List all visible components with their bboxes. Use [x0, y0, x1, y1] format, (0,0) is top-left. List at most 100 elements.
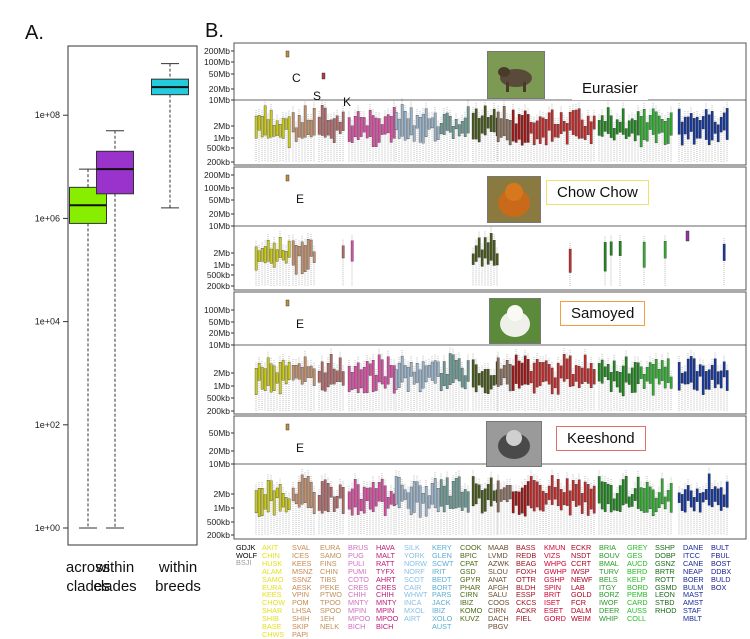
breed-box	[350, 488, 354, 516]
breed-box	[409, 362, 413, 377]
legend-breed-code: COOS	[488, 598, 510, 608]
breed-box	[568, 490, 572, 516]
legend-breed-code: BOUV	[599, 550, 620, 560]
breed-box	[559, 112, 563, 134]
breed-box	[710, 364, 714, 380]
breed-box	[284, 497, 288, 513]
breed-box	[499, 368, 503, 386]
breed-box	[320, 361, 324, 391]
breed-box	[477, 237, 481, 258]
legend-breed-code: NORF	[404, 566, 425, 576]
breed-box	[454, 119, 458, 130]
legend-breed-code: GSD	[460, 566, 476, 576]
legend-breed-code: NORW	[404, 558, 427, 568]
breed-box	[317, 370, 321, 383]
legend-breed-code: TYFX	[376, 566, 395, 576]
breed-box	[556, 478, 560, 507]
breed-box	[430, 483, 434, 505]
breed-box	[457, 124, 461, 137]
breed-box	[480, 249, 484, 267]
breed-box	[463, 117, 467, 137]
breed-box	[263, 105, 267, 136]
breed-box	[725, 108, 729, 140]
legend-breed-code: HAVA	[376, 543, 395, 552]
breed-box	[680, 121, 684, 146]
y-tick-label: 1e+04	[35, 317, 60, 327]
legend-breed-code: CAIR	[404, 582, 422, 592]
breed-box	[486, 242, 490, 265]
legend-column: AKIT CHIN HUSK ALAM SAMO EURA KEES CHOW SHAR SHIB…	[262, 544, 285, 639]
panel-b-label: B.	[205, 20, 224, 42]
breed-box	[686, 358, 690, 385]
legend-breed-code: MPIN	[348, 606, 367, 616]
breed-box	[686, 116, 690, 140]
legend-breed-code: NELK	[320, 622, 340, 632]
legend-breed-code: FINS	[320, 558, 337, 568]
legend-breed-code: MPOO	[376, 614, 399, 624]
breed-box	[421, 113, 425, 144]
breed-box	[639, 115, 643, 148]
breed-box	[287, 361, 291, 380]
legend-breed-code: AUST	[432, 622, 452, 632]
breed-box	[600, 481, 604, 510]
legend-breed-code: NEWF	[571, 574, 593, 584]
breed-box	[483, 368, 487, 394]
breed-box	[621, 365, 625, 397]
breed-box	[409, 107, 413, 136]
legend-breed-code: PEKE	[320, 582, 340, 592]
legend-breed-code: BICH	[376, 622, 394, 632]
breed-box	[719, 370, 723, 389]
legend-breed-code: JACK	[432, 598, 451, 608]
breed-box	[257, 362, 261, 381]
breed-box	[618, 485, 622, 512]
breed-box	[474, 108, 478, 140]
breed-box	[707, 369, 711, 390]
legend-breed-code: SALU	[488, 590, 508, 600]
legend-breed-code: BASE	[262, 622, 282, 632]
legend-breed-code: IWOF	[599, 598, 619, 608]
breed-box	[689, 356, 693, 383]
breed-box	[254, 367, 258, 395]
legend-breed-code: ACKR	[516, 606, 537, 616]
legend-column: DANE ITCC CANE NEAP BOER BULM MAST AMST STAF MBLT	[683, 544, 704, 623]
legend-breed-code: OTTR	[516, 574, 536, 584]
breed-box	[323, 479, 327, 511]
breed-box	[523, 355, 527, 385]
legend-breed-code: BOX	[711, 582, 727, 592]
breed-box	[439, 373, 443, 391]
breed-box	[451, 126, 455, 139]
legend-breed-code: BULT	[711, 543, 730, 552]
breed-box	[263, 246, 267, 264]
legend-column: GDJK WOLF	[236, 544, 257, 560]
breed-box	[326, 483, 330, 513]
breed-box	[445, 374, 449, 389]
breed-box	[278, 361, 282, 395]
legend-breed-code: ESET	[544, 606, 564, 616]
breed-box	[359, 369, 363, 389]
breed-box	[356, 111, 360, 140]
y-tick-label: 1Mb	[213, 503, 230, 513]
breed-box	[603, 366, 607, 377]
breed-box	[574, 483, 578, 507]
breed-box	[597, 363, 601, 382]
y-tick-label: 100Mb	[204, 305, 230, 315]
legend-breed-code: CKCS	[516, 598, 537, 608]
breed-box	[368, 487, 372, 510]
breed-box	[495, 253, 499, 266]
breed-box	[377, 482, 381, 502]
breed-box	[294, 365, 298, 379]
outlier-box	[285, 50, 290, 58]
category-label: within	[95, 559, 134, 576]
legend-breed-code: SAMO	[262, 574, 284, 584]
breed-box	[303, 105, 307, 138]
y-tick-label: 2Mb	[213, 489, 230, 499]
breed-box	[606, 364, 610, 381]
y-tick-label: 500kb	[207, 517, 230, 527]
breed-box	[492, 240, 496, 266]
breed-box	[454, 477, 458, 509]
breed-box	[457, 476, 461, 508]
legend-breed-code: AHRT	[376, 574, 396, 584]
legend-breed-code: YORK	[404, 550, 425, 560]
legend-breed-code: ANAT	[488, 574, 507, 584]
breed-box	[341, 245, 345, 259]
